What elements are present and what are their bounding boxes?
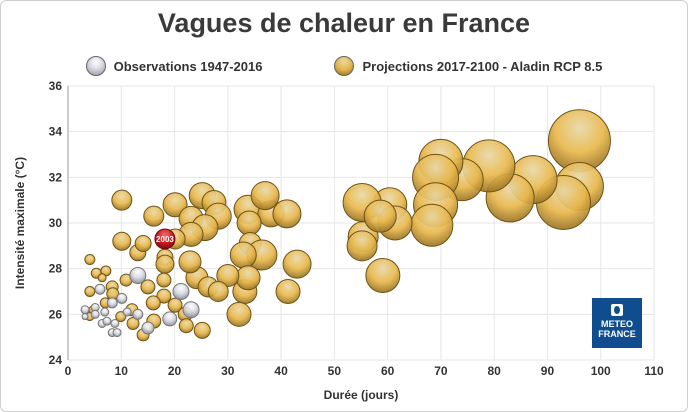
- bubble-projection: [229, 241, 257, 269]
- bubble-observation: [102, 316, 112, 326]
- bubble-projection: [282, 249, 312, 279]
- legend-label-projections: Projections 2017-2100 - Aladin RCP 8.5: [362, 58, 603, 74]
- bubble-observation: [129, 267, 147, 285]
- x-tick-label: 90: [541, 364, 555, 378]
- bubble-observation: [182, 301, 200, 319]
- bubble-projection: [134, 235, 152, 253]
- bubble-observation: [81, 313, 89, 321]
- meteo-france-logo-icon: [611, 304, 623, 316]
- legend-item-observations[interactable]: Observations 1947-2016: [85, 56, 263, 76]
- y-tick-label: 32: [49, 170, 63, 184]
- bubble-projection: [111, 189, 133, 211]
- x-tick-label: 70: [434, 364, 448, 378]
- x-tick-label: 40: [274, 364, 288, 378]
- y-tick-label: 34: [49, 125, 63, 139]
- bubble-observation: [100, 307, 110, 317]
- bubble-projection: [97, 273, 107, 283]
- x-tick-label: 10: [115, 364, 129, 378]
- bubble-projection: [216, 264, 240, 288]
- bubble-projection: [346, 230, 378, 262]
- y-axis-label: Intensité maximale (°C): [13, 157, 27, 289]
- bubble-projection: [156, 288, 172, 304]
- bubble-projection: [126, 316, 140, 330]
- legend-swatch-projections: [334, 56, 355, 76]
- legend: Observations 1947-2016 Projections 2017-…: [0, 56, 688, 76]
- meteo-france-logo: METEO FRANCE: [592, 298, 642, 348]
- bubble-observation: [116, 292, 128, 304]
- bubble-projection: [143, 205, 165, 227]
- bubble-projection: [272, 199, 302, 229]
- x-tick-label: 80: [488, 364, 502, 378]
- bubble-projection: [193, 321, 211, 339]
- bubble-projection: [178, 250, 202, 274]
- bubble-observation: [106, 297, 118, 309]
- bubble-observation: [162, 311, 178, 327]
- bubble-projection: [363, 199, 397, 233]
- bubble-projection: [84, 254, 96, 266]
- bubble-projection: [167, 297, 183, 313]
- x-axis-label: Durée (jours): [324, 388, 399, 402]
- bubble-observation: [172, 283, 190, 300]
- y-tick-label: 36: [49, 79, 63, 93]
- bubble-projection: [226, 301, 252, 327]
- bubble-projection: [162, 192, 188, 218]
- bubble-projection: [236, 210, 262, 236]
- legend-swatch-observations: [85, 56, 106, 76]
- bubble-projection: [178, 318, 194, 334]
- bubble-observation: [132, 308, 144, 320]
- bubble-projection: [140, 279, 156, 295]
- x-tick-label: 100: [591, 364, 611, 378]
- bubble-highlight-2003: [154, 228, 176, 250]
- bubble-observation: [94, 283, 106, 295]
- bubble-projection: [207, 281, 229, 302]
- bubble-projection: [145, 295, 161, 311]
- logo-line1: METEO: [600, 319, 633, 329]
- y-tick-label: 24: [49, 353, 63, 367]
- bubble-observation: [110, 318, 120, 328]
- legend-item-projections[interactable]: Projections 2017-2100 - Aladin RCP 8.5: [334, 56, 602, 76]
- bubble-projection: [112, 231, 132, 251]
- legend-label-observations: Observations 1947-2016: [113, 58, 263, 74]
- bubble-projection: [250, 181, 280, 211]
- x-tick-label: 30: [221, 364, 235, 378]
- bubble-observation: [122, 307, 132, 317]
- bubble-observation: [80, 305, 90, 315]
- y-tick-label: 28: [49, 262, 63, 276]
- bubble-projection: [156, 272, 172, 288]
- y-tick-label: 30: [49, 216, 63, 230]
- bubble-observation: [90, 309, 100, 319]
- x-tick-label: 0: [65, 364, 72, 378]
- x-tick-label: 110: [644, 364, 664, 378]
- chart-title: Vagues de chaleur en France: [157, 8, 531, 38]
- bubble-projection: [365, 258, 401, 294]
- bubble-projection: [235, 265, 261, 291]
- bubble-projection: [84, 286, 96, 297]
- bubble-observation: [112, 328, 122, 338]
- x-tick-label: 20: [168, 364, 182, 378]
- x-tick-label: 60: [381, 364, 395, 378]
- x-tick-label: 50: [328, 364, 342, 378]
- bubble-projection: [155, 254, 175, 274]
- bubble-projection: [410, 203, 454, 247]
- highlight-label: 2003: [156, 235, 174, 244]
- bubble-projection: [275, 279, 301, 304]
- bubble-observation: [141, 321, 155, 335]
- y-tick-label: 26: [49, 307, 63, 321]
- logo-line2: FRANCE: [598, 329, 636, 339]
